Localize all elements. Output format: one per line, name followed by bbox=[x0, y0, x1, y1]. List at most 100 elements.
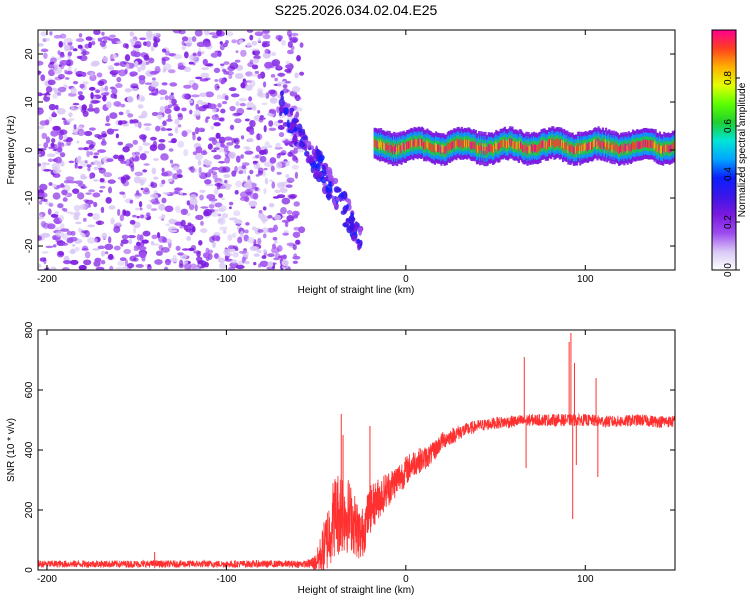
spectrogram-cell bbox=[144, 126, 151, 132]
spectrogram-cell bbox=[113, 101, 122, 107]
spectrogram-cell bbox=[45, 245, 54, 249]
spectrogram-cell bbox=[284, 68, 292, 73]
spectrogram-cell bbox=[231, 232, 237, 239]
spectrogram-cell bbox=[153, 158, 159, 161]
spectrogram-cell bbox=[84, 160, 88, 164]
spectrogram-cell bbox=[211, 34, 219, 39]
spectrogram-cell bbox=[164, 95, 169, 101]
spectrogram-cell bbox=[105, 115, 110, 123]
spectrogram-cell bbox=[245, 84, 253, 91]
spectrogram-cell bbox=[207, 143, 213, 150]
spectrogram-cell bbox=[235, 155, 241, 163]
spectrogram-cell bbox=[99, 185, 106, 189]
spectrogram-cell bbox=[188, 247, 195, 252]
spectrogram-cell bbox=[136, 215, 140, 219]
spectrogram-cell bbox=[77, 192, 85, 200]
spectrogram-cell bbox=[173, 54, 183, 60]
spectrogram-cell bbox=[56, 91, 62, 96]
spectrogram-cell bbox=[213, 187, 219, 196]
spectrogram-cell bbox=[74, 211, 81, 217]
spectrogram-cell bbox=[208, 204, 215, 209]
spectrogram-cell bbox=[221, 100, 228, 105]
spectrogram-cell bbox=[46, 94, 50, 98]
spectrogram-cell bbox=[140, 187, 144, 191]
spectrogram-cell bbox=[82, 110, 89, 117]
colorbar-tick-label: 0.6 bbox=[723, 119, 734, 133]
spectrogram-cell bbox=[63, 44, 71, 52]
spectrogram-cell bbox=[291, 32, 299, 37]
spectrogram-cell bbox=[161, 167, 165, 173]
spectrogram-cell bbox=[240, 154, 244, 159]
spectrogram-cell bbox=[233, 210, 241, 217]
y-tick-label: 0 bbox=[24, 567, 35, 573]
spectrogram-cell bbox=[205, 116, 211, 120]
spectrogram-cell bbox=[115, 266, 125, 270]
spectrogram-cell bbox=[217, 103, 222, 108]
spectrogram-cell bbox=[345, 204, 349, 210]
spectrogram-cell bbox=[52, 237, 57, 240]
spectrogram-cell bbox=[100, 206, 105, 214]
spectrogram-cell bbox=[274, 239, 278, 244]
spectrogram-cell bbox=[218, 117, 225, 122]
spectrogram-cell bbox=[90, 62, 99, 67]
spectrogram-cell bbox=[45, 136, 51, 144]
spectrogram-cell bbox=[150, 136, 157, 141]
spectrogram-cell bbox=[92, 248, 100, 251]
spectrogram-heatmap bbox=[38, 30, 675, 270]
spectrogram-cell bbox=[58, 133, 64, 141]
spectrogram-cell bbox=[162, 69, 166, 73]
spectrogram-cell bbox=[162, 120, 167, 127]
spectrogram-cell bbox=[138, 75, 146, 81]
spectrogram-cell bbox=[68, 112, 73, 118]
spectrogram-cell bbox=[248, 200, 258, 207]
spectrogram-cell bbox=[281, 259, 289, 267]
spectrogram-cell bbox=[158, 203, 166, 211]
spectrogram-cell bbox=[279, 90, 284, 97]
spectrogram-cell bbox=[124, 210, 131, 217]
spectrogram-cell bbox=[288, 195, 296, 200]
spectrogram-cell bbox=[116, 40, 123, 44]
spectrogram-cell bbox=[38, 107, 44, 115]
spectrogram-cell bbox=[224, 136, 233, 141]
spectrogram-cell bbox=[104, 85, 109, 92]
spectrogram-cell bbox=[252, 160, 259, 164]
spectrogram-cell bbox=[306, 140, 312, 149]
spectrogram-cell bbox=[100, 259, 106, 265]
spectrogram-cell bbox=[154, 259, 163, 265]
spectrogram-cell bbox=[271, 243, 277, 249]
spectrogram-cell bbox=[180, 208, 189, 216]
spectrogram-cell bbox=[199, 189, 206, 193]
spectrogram-cell bbox=[218, 262, 227, 270]
spectrogram-cell bbox=[278, 98, 285, 107]
spectrogram-cell bbox=[239, 196, 249, 201]
spectrogram-cell bbox=[152, 243, 160, 246]
spectrogram-cell bbox=[305, 151, 309, 158]
spectrogram-cell bbox=[250, 74, 259, 77]
spectrogram-cell bbox=[139, 207, 143, 211]
spectrogram-cell bbox=[187, 222, 192, 227]
colorbar-ticks: 0.0 0.2 0.4 0.6 0.8 bbox=[723, 71, 740, 277]
spectrogram-cell bbox=[59, 53, 65, 58]
spectrogram-cell bbox=[177, 140, 185, 148]
spectrogram-cell bbox=[120, 242, 124, 247]
spectrogram-cell bbox=[103, 172, 113, 178]
spectrogram-cell bbox=[104, 251, 109, 255]
spectrogram-cell bbox=[181, 36, 189, 42]
spectrogram-cell bbox=[288, 34, 293, 41]
spectrogram-cell bbox=[133, 44, 142, 49]
spectrogram-cell bbox=[43, 168, 52, 172]
spectrogram-cell bbox=[332, 177, 339, 185]
spectrogram-cell bbox=[263, 167, 268, 171]
spectrogram-cell bbox=[293, 201, 300, 207]
x-tick-label: 100 bbox=[577, 274, 594, 285]
spectrogram-cell bbox=[299, 42, 304, 48]
spectrogram-cell bbox=[57, 50, 61, 55]
spectrogram-cell bbox=[139, 214, 145, 219]
spectrogram-cell bbox=[271, 181, 276, 189]
spectrogram-cell bbox=[137, 66, 142, 73]
spectrogram-cell bbox=[156, 114, 163, 119]
spectrogram-cell bbox=[40, 74, 46, 82]
spectrogram-cell bbox=[96, 72, 103, 78]
spectrogram-cell bbox=[247, 137, 254, 143]
spectrogram-cell bbox=[240, 135, 245, 140]
